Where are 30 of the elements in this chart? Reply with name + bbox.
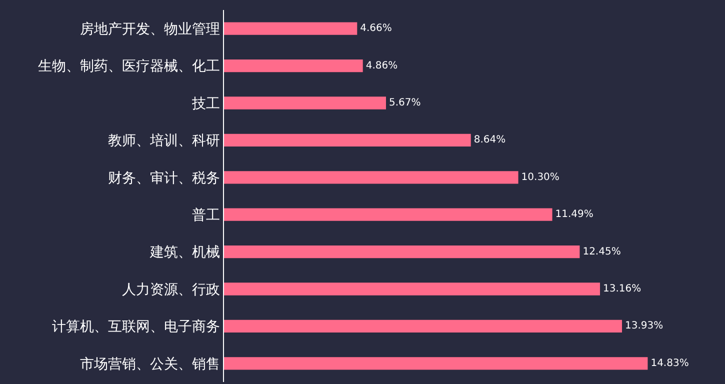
y-tick-label: 人力资源、行政 <box>122 282 220 298</box>
data-label: 8.64% <box>474 134 506 146</box>
data-label: 13.16% <box>602 284 642 294</box>
bar <box>224 22 358 35</box>
y-tick-label: 房地产开发、物业管理 <box>80 22 220 38</box>
bar <box>224 282 600 296</box>
y-tick-label: 建筑、机械 <box>149 244 220 261</box>
y-tick-label: 技工 <box>191 96 220 112</box>
bar <box>224 171 518 184</box>
y-tick-label: 普工 <box>192 206 220 224</box>
data-label: 11.49% <box>555 209 594 220</box>
data-label: 10.30% <box>521 172 560 183</box>
data-label: 4.86% <box>366 60 398 72</box>
y-tick-label: 生物、制药、医疗器械、化工 <box>38 58 220 75</box>
data-label: 14.83% <box>650 358 689 369</box>
data-label: 12.45% <box>582 246 621 258</box>
bar <box>224 357 648 370</box>
y-tick-label: 财务、审计、税务 <box>108 170 220 186</box>
data-label: 4.66% <box>360 23 392 34</box>
bar <box>224 208 552 221</box>
data-label: 5.67% <box>388 98 421 108</box>
bar <box>224 245 580 258</box>
y-tick-label: 计算机、互联网、电子商务 <box>52 319 220 336</box>
data-label: 13.93% <box>624 320 664 332</box>
y-tick-label: 市场营销、公关、销售 <box>80 356 220 372</box>
bar <box>224 96 386 110</box>
y-tick-label: 教师、培训、科研 <box>108 133 220 150</box>
bar <box>224 59 363 72</box>
bar <box>224 320 622 333</box>
bar <box>224 134 471 147</box>
